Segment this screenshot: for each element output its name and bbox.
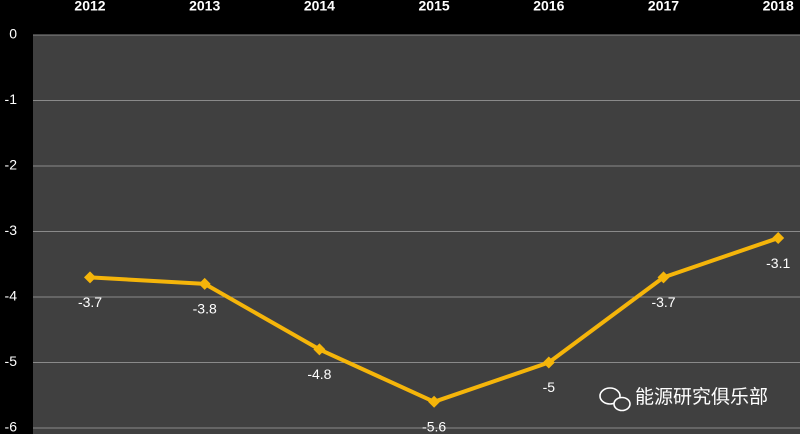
x-tick-label: 2014 <box>304 0 335 14</box>
y-tick-label: -3 <box>5 222 18 238</box>
plot-area <box>33 35 800 434</box>
marker <box>542 356 555 369</box>
y-tick-label: -2 <box>5 157 18 173</box>
y-tick-label: -6 <box>5 419 18 434</box>
marker <box>84 271 96 284</box>
data-label: -3.7 <box>651 294 675 310</box>
x-tick-label: 2013 <box>189 0 220 14</box>
y-tick-label: 0 <box>9 26 17 42</box>
data-label: -4.8 <box>307 366 331 382</box>
data-label: -5 <box>543 379 556 395</box>
x-tick-label: 2012 <box>74 0 105 14</box>
data-label: -3.1 <box>766 255 790 271</box>
x-tick-label: 2016 <box>533 0 564 14</box>
data-label: -3.8 <box>193 301 217 317</box>
y-tick-label: -4 <box>5 288 18 304</box>
marker <box>313 343 326 356</box>
data-label: -3.7 <box>78 294 102 310</box>
x-tick-label: 2017 <box>648 0 679 14</box>
marker <box>428 395 441 408</box>
data-label: -5.6 <box>422 419 446 434</box>
watermark: 能源研究俱乐部 <box>599 386 768 412</box>
marker <box>198 277 211 290</box>
marker <box>772 232 785 245</box>
x-tick-label: 2015 <box>419 0 450 14</box>
watermark-text: 能源研究俱乐部 <box>635 386 768 408</box>
y-tick-label: -1 <box>5 91 18 107</box>
x-tick-label: 2018 <box>763 0 794 14</box>
y-tick-label: -5 <box>5 353 18 369</box>
marker <box>657 271 670 284</box>
